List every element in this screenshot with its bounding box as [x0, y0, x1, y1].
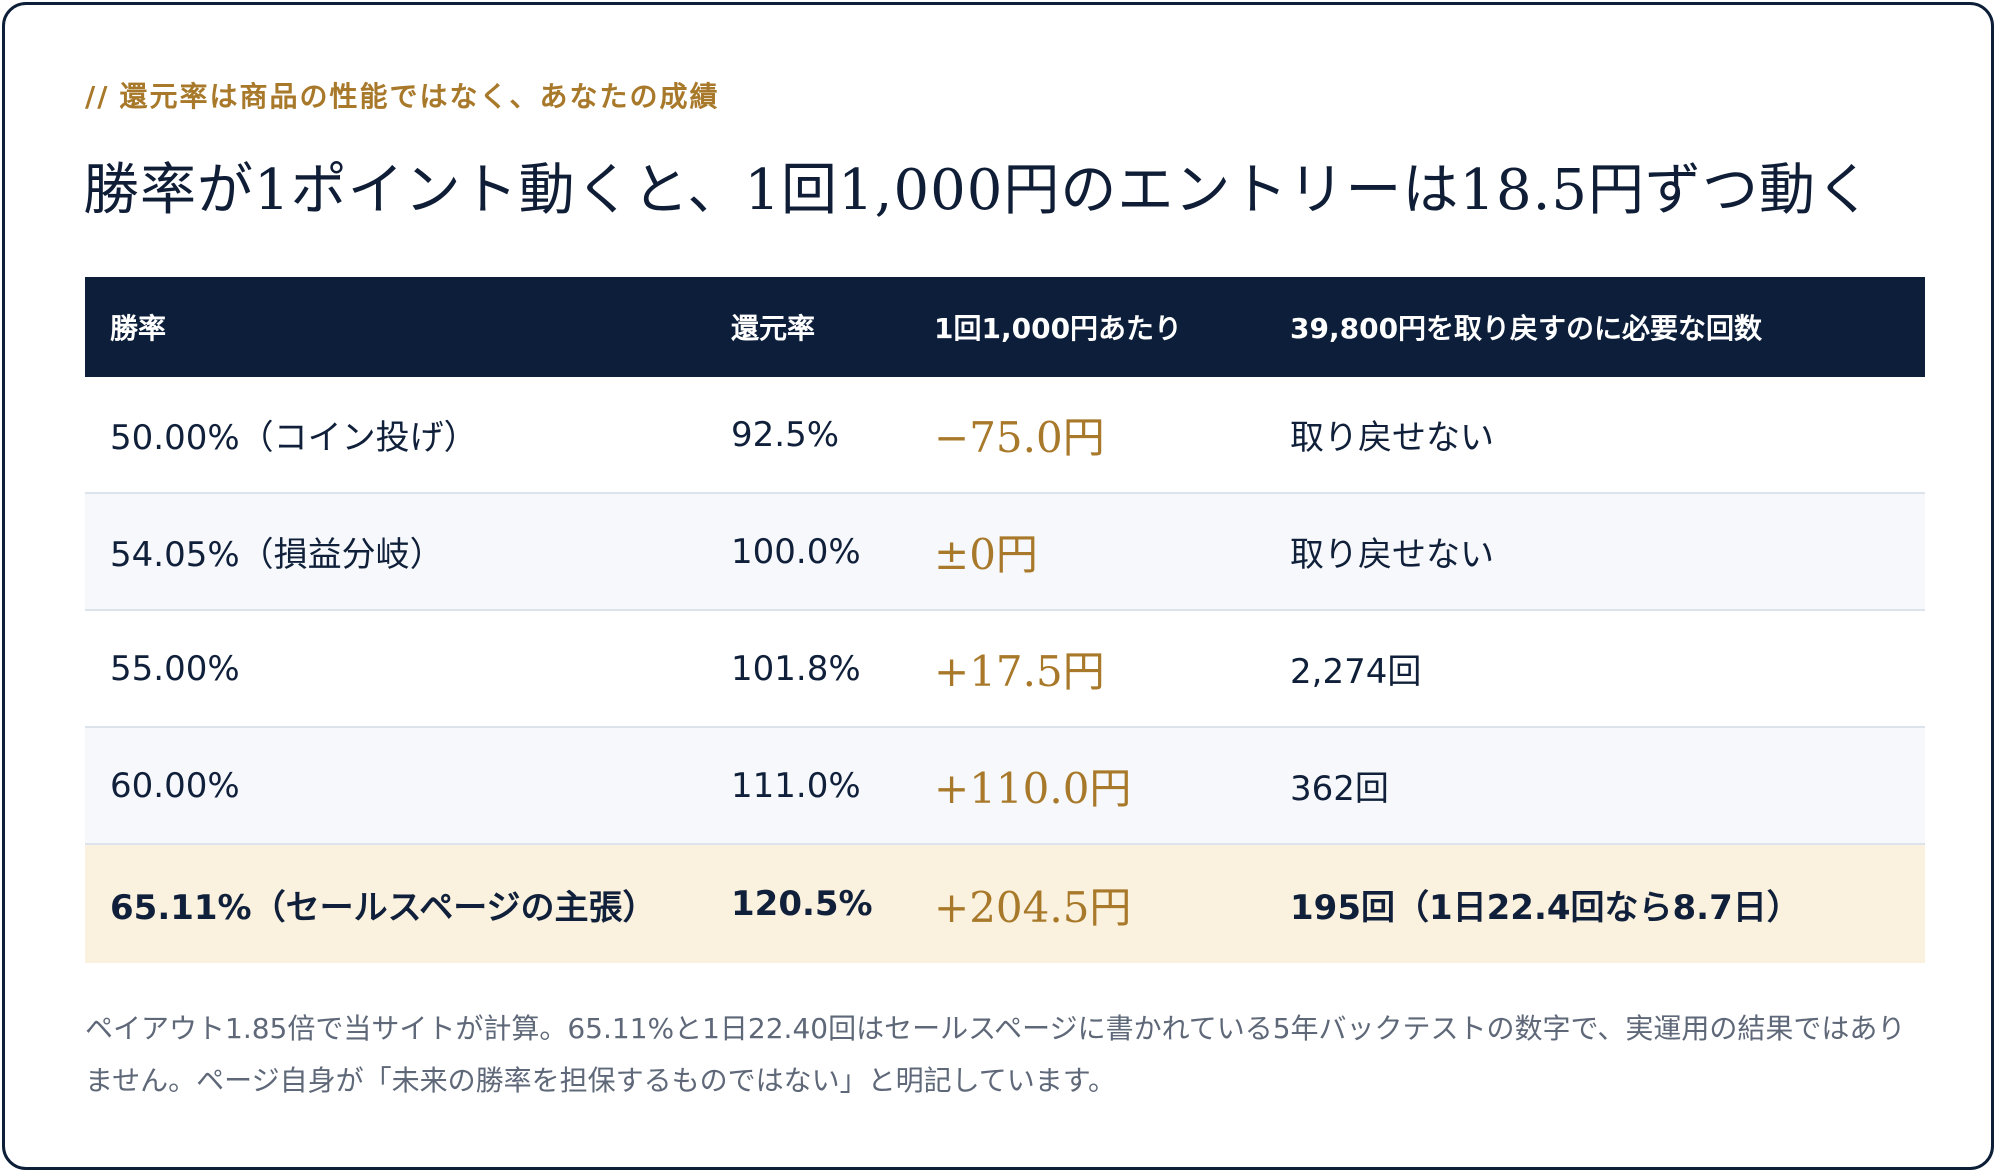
cell-per-entry: ±0円 — [934, 530, 1038, 579]
header-recover-count: 39,800円を取り戻すのに必要な回数 — [1290, 312, 1763, 345]
footnote: ペイアウト1.85倍で当サイトが計算。65.11%と1日22.40回はセールスペ… — [85, 1012, 1906, 1097]
cell-recover-count: 2,274回 — [1290, 652, 1422, 692]
page-title: 勝率が1ポイント動くと、1回1,000円のエントリーは18.5円ずつ動く — [83, 158, 1874, 223]
table-row-highlighted: 65.11%（セールスページの主張） 120.5% +204.5円 195回（1… — [85, 845, 1925, 963]
cell-win-rate: 65.11%（セールスページの主張） — [110, 887, 657, 928]
table-row: 60.00% 111.0% +110.0円 362回 — [85, 728, 1925, 845]
table-header: 勝率 還元率 1回1,000円あたり 39,800円を取り戻すのに必要な回数 — [85, 277, 1925, 377]
table-row: 54.05%（損益分岐） 100.0% ±0円 取り戻せない — [85, 494, 1925, 611]
cell-return-rate: 100.0% — [731, 531, 861, 572]
eyebrow-slash: // — [85, 80, 110, 113]
eyebrow-text: 還元率は商品の性能ではなく、あなたの成績 — [119, 80, 720, 113]
cell-return-rate: 120.5% — [731, 884, 873, 924]
win-rate-table: 勝率 還元率 1回1,000円あたり 39,800円を取り戻すのに必要な回数 5… — [85, 277, 1925, 963]
cell-recover-count: 取り戻せない — [1290, 535, 1494, 575]
cell-recover-count: 195回（1日22.4回なら8.7日） — [1290, 887, 1801, 928]
cell-win-rate: 55.00% — [110, 648, 240, 689]
cell-per-entry: +17.5円 — [934, 647, 1105, 696]
cell-recover-count: 取り戻せない — [1290, 418, 1494, 458]
section-eyebrow: // 還元率は商品の性能ではなく、あなたの成績 — [85, 75, 719, 115]
header-win-rate: 勝率 — [110, 312, 167, 345]
cell-win-rate: 50.00%（コイン投げ） — [110, 418, 478, 458]
header-return-rate: 還元率 — [731, 312, 816, 345]
cell-per-entry: −75.0円 — [934, 413, 1105, 462]
cell-return-rate: 101.8% — [731, 648, 861, 689]
cell-win-rate: 54.05%（損益分岐） — [110, 535, 444, 575]
table-row: 50.00%（コイン投げ） 92.5% −75.0円 取り戻せない — [85, 377, 1925, 494]
cell-recover-count: 362回 — [1290, 769, 1389, 809]
header-per-entry: 1回1,000円あたり — [934, 312, 1183, 345]
cell-win-rate: 60.00% — [110, 765, 240, 806]
cell-return-rate: 111.0% — [731, 765, 861, 806]
table-row: 55.00% 101.8% +17.5円 2,274回 — [85, 611, 1925, 728]
cell-per-entry: +204.5円 — [934, 882, 1132, 932]
cell-return-rate: 92.5% — [731, 414, 840, 455]
cell-per-entry: +110.0円 — [934, 764, 1132, 813]
